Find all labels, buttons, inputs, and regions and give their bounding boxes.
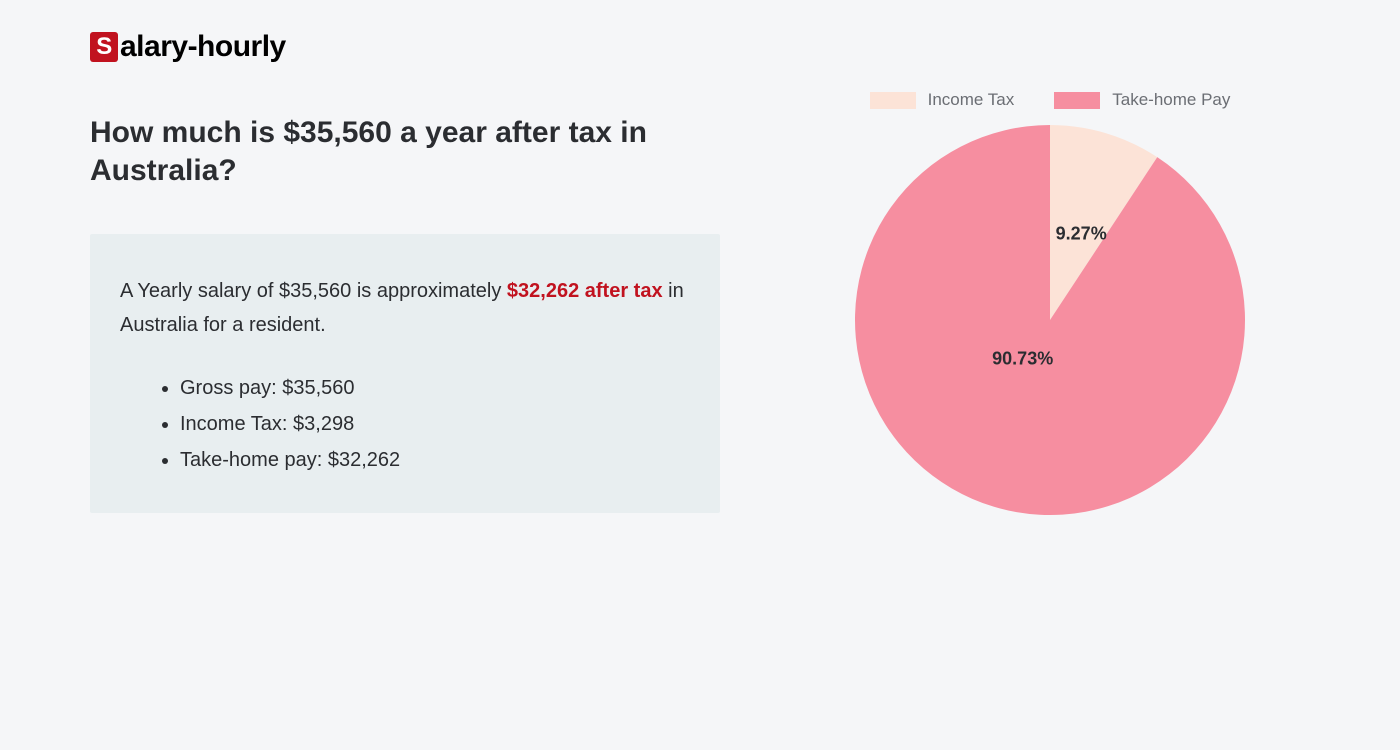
page-title: How much is $35,560 a year after tax in … bbox=[90, 114, 720, 189]
bullet-gross: Gross pay: $35,560 bbox=[180, 370, 690, 406]
summary-bullets: Gross pay: $35,560 Income Tax: $3,298 Ta… bbox=[120, 370, 690, 478]
bullet-tax: Income Tax: $3,298 bbox=[180, 406, 690, 442]
pie-label-takehome: 90.73% bbox=[992, 349, 1053, 370]
site-logo: Salary-hourly bbox=[90, 30, 720, 64]
logo-badge: S bbox=[90, 32, 118, 62]
logo-text: alary-hourly bbox=[120, 30, 286, 64]
summary-box: A Yearly salary of $35,560 is approximat… bbox=[90, 234, 720, 513]
legend-swatch-takehome bbox=[1054, 92, 1100, 109]
summary-pre: A Yearly salary of $35,560 is approximat… bbox=[120, 280, 507, 302]
legend-label-tax: Income Tax bbox=[928, 90, 1015, 110]
legend-item-tax: Income Tax bbox=[870, 90, 1015, 110]
chart-legend: Income Tax Take-home Pay bbox=[870, 90, 1231, 110]
legend-item-takehome: Take-home Pay bbox=[1054, 90, 1230, 110]
pie-chart: 9.27% 90.73% bbox=[855, 125, 1245, 515]
bullet-takehome: Take-home pay: $32,262 bbox=[180, 442, 690, 478]
pie-svg bbox=[855, 125, 1245, 515]
pie-label-tax: 9.27% bbox=[1056, 224, 1107, 245]
legend-label-takehome: Take-home Pay bbox=[1112, 90, 1230, 110]
summary-highlight: $32,262 after tax bbox=[507, 280, 663, 302]
legend-swatch-tax bbox=[870, 92, 916, 109]
summary-text: A Yearly salary of $35,560 is approximat… bbox=[120, 274, 690, 342]
